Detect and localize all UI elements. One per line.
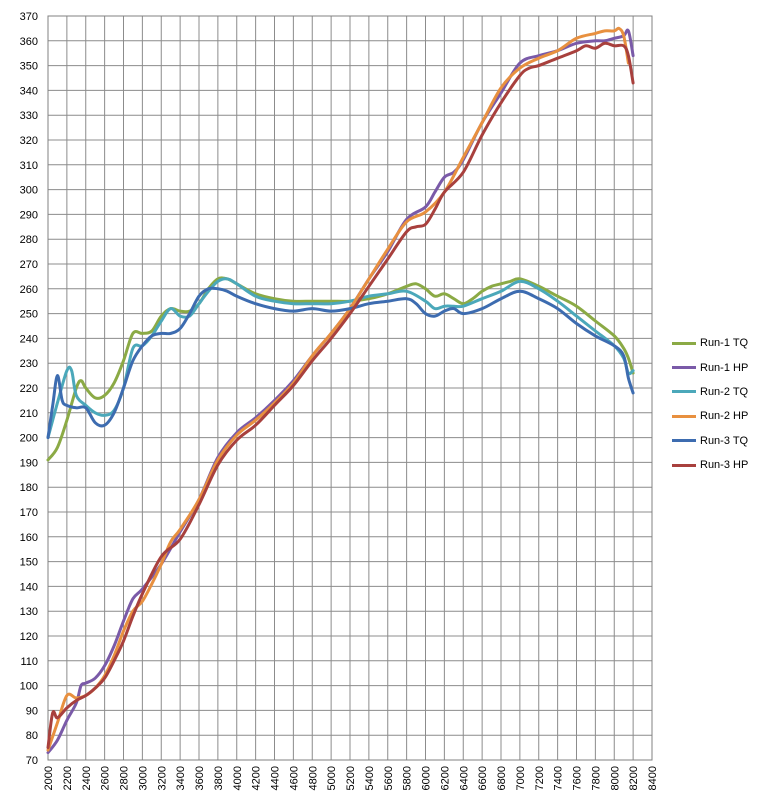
y-tick-label: 80 [26, 730, 38, 742]
y-tick-label: 150 [20, 557, 38, 569]
series-line-run-3-tq [46, 286, 635, 440]
y-tick-label: 120 [20, 631, 38, 643]
legend-label: Run-3 TQ [700, 434, 749, 447]
y-tick-label: 370 [20, 11, 38, 23]
y-tick-label: 270 [20, 259, 38, 271]
legend-label: Run-1 HP [700, 361, 749, 374]
y-tick-label: 250 [20, 309, 38, 321]
y-tick-label: 300 [20, 185, 38, 197]
legend-swatch [672, 366, 696, 370]
legend-item: Run-2 HP [672, 404, 767, 428]
y-tick-label: 180 [20, 482, 38, 494]
y-tick-label: 100 [20, 681, 38, 693]
x-tick-label: 6800 [496, 766, 508, 790]
y-tick-label: 280 [20, 234, 38, 246]
x-tick-label: 3800 [213, 766, 225, 790]
x-tick-label: 2200 [62, 766, 74, 790]
legend-swatch [672, 439, 696, 443]
y-tick-label: 130 [20, 606, 38, 618]
series-line-run-2-hp [46, 26, 630, 752]
x-tick-label: 5600 [383, 766, 395, 790]
legend-item: Run-1 TQ [672, 331, 767, 355]
x-tick-label: 5200 [345, 766, 357, 790]
y-tick-label: 220 [20, 383, 38, 395]
legend-item: Run-3 HP [672, 453, 767, 477]
x-tick-label: 2600 [100, 766, 112, 790]
x-tick-label: 5800 [402, 766, 414, 790]
x-tick-label: 7200 [534, 766, 546, 790]
x-tick-label: 7800 [590, 766, 602, 790]
y-tick-label: 350 [20, 61, 38, 73]
y-tick-label: 290 [20, 209, 38, 221]
x-tick-label: 2000 [43, 766, 55, 790]
y-tick-label: 70 [26, 755, 38, 767]
series-line-run-1-hp [46, 28, 635, 755]
x-tick-label: 7600 [572, 766, 584, 790]
x-tick-label: 8000 [609, 766, 621, 790]
legend-swatch [672, 463, 696, 467]
y-tick-label: 200 [20, 433, 38, 445]
plot-border [47, 15, 653, 761]
y-tick-label: 170 [20, 507, 38, 519]
x-tick-label: 4200 [251, 766, 263, 790]
x-tick-label: 6600 [477, 766, 489, 790]
legend-label: Run-1 TQ [700, 337, 749, 350]
y-tick-label: 140 [20, 581, 38, 593]
y-tick-label: 340 [20, 85, 38, 97]
x-tick-label: 3000 [137, 766, 149, 790]
y-tick-label: 110 [20, 656, 38, 668]
y-tick-label: 360 [20, 36, 38, 48]
legend-swatch [672, 390, 696, 394]
x-tick-label: 7000 [515, 766, 527, 790]
legend-swatch [672, 341, 696, 345]
legend-label: Run-2 TQ [700, 385, 749, 398]
x-tick-label: 2400 [81, 766, 93, 790]
legend-item: Run-2 TQ [672, 380, 767, 404]
series-line-run-1-tq [46, 276, 635, 462]
legend: Run-1 TQ Run-1 HP Run-2 TQ Run-2 HP Run-3 TQ… [672, 331, 767, 477]
x-tick-label: 3600 [194, 766, 206, 790]
x-tick-label: 4400 [270, 766, 282, 790]
x-tick-label: 5000 [326, 766, 338, 790]
series-line-run-2-tq [46, 277, 635, 440]
x-tick-label: 8400 [647, 766, 659, 790]
x-tick-label: 4600 [288, 766, 300, 790]
y-tick-label: 310 [20, 160, 38, 172]
y-tick-label: 330 [20, 110, 38, 122]
x-tick-label: 8200 [628, 766, 640, 790]
legend-swatch [672, 414, 696, 418]
x-tick-label: 6400 [458, 766, 470, 790]
series-line-run-3-hp [46, 41, 635, 750]
y-tick-label: 230 [20, 358, 38, 370]
y-tick-label: 190 [20, 457, 38, 469]
legend-item: Run-3 TQ [672, 429, 767, 453]
x-tick-label: 2800 [119, 766, 131, 790]
y-tick-label: 260 [20, 284, 38, 296]
x-tick-label: 5400 [364, 766, 376, 790]
legend-label: Run-2 HP [700, 410, 749, 423]
legend-label: Run-3 HP [700, 459, 749, 472]
y-tick-label: 160 [20, 532, 38, 544]
y-tick-label: 240 [20, 333, 38, 345]
y-tick-label: 210 [20, 408, 38, 420]
x-tick-label: 3200 [156, 766, 168, 790]
x-tick-label: 6200 [439, 766, 451, 790]
y-tick-label: 90 [26, 705, 38, 717]
x-tick-label: 3400 [175, 766, 187, 790]
legend-item: Run-1 HP [672, 355, 767, 379]
x-tick-label: 7400 [553, 766, 565, 790]
x-tick-label: 4000 [232, 766, 244, 790]
x-tick-label: 4800 [307, 766, 319, 790]
x-tick-label: 6000 [421, 766, 433, 790]
y-tick-label: 320 [20, 135, 38, 147]
